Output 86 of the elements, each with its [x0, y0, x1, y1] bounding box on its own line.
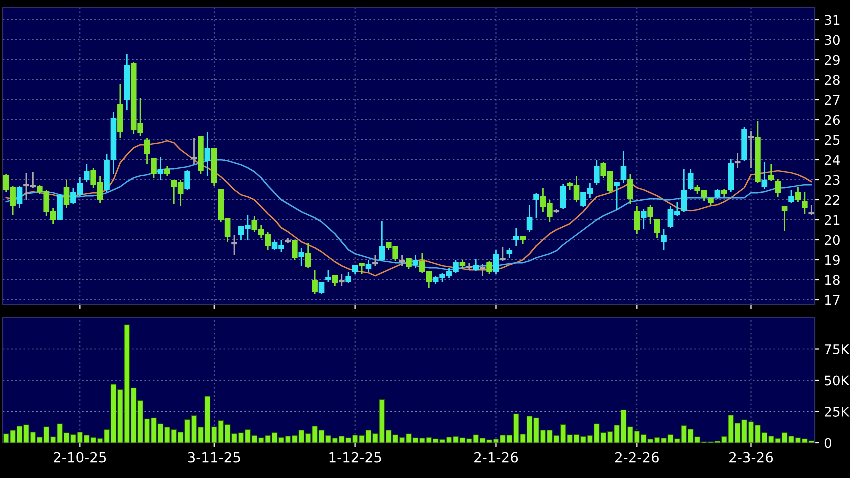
candlestick	[493, 249, 500, 275]
candlestick	[640, 208, 647, 230]
candlestick	[513, 227, 520, 247]
candlestick	[634, 205, 640, 235]
y-tick-label: 23	[824, 175, 840, 186]
candlestick	[473, 258, 480, 272]
y-tick-label: 21	[824, 215, 840, 226]
candlestick	[326, 269, 332, 283]
y-tick-label: 25K	[824, 406, 850, 417]
candlestick	[158, 156, 164, 181]
y-tick-label: 75K	[825, 344, 850, 354]
candlestick	[486, 260, 492, 275]
candlestick	[346, 271, 352, 284]
candlestick	[298, 247, 305, 267]
candlestick	[164, 165, 170, 177]
candlestick	[560, 183, 566, 210]
candlestick	[16, 185, 23, 209]
candlestick	[151, 157, 157, 179]
y-tick-label: 25	[824, 135, 840, 146]
y-tick-label: 24	[824, 155, 840, 166]
candlestick	[526, 204, 533, 233]
candlestick	[782, 205, 788, 232]
x-tick-label: 2-2-26	[616, 452, 659, 463]
candlestick	[714, 188, 721, 200]
candlestick	[332, 274, 338, 287]
candlestick	[372, 254, 378, 267]
candlestick	[366, 259, 372, 273]
candlestick	[305, 242, 312, 269]
y-tick-label: 26	[824, 115, 840, 126]
candlestick	[775, 178, 781, 198]
candlestick	[594, 159, 600, 186]
y-tick-label: 0	[824, 438, 832, 448]
candlestick	[480, 263, 486, 277]
candlestick	[232, 234, 238, 256]
y-tick-label: 29	[824, 55, 840, 66]
candlestick	[795, 186, 802, 203]
candlestick	[338, 273, 345, 287]
candlestick	[312, 269, 318, 295]
y-tick-label: 31	[825, 15, 840, 26]
candlestick	[628, 173, 634, 205]
candlestick	[648, 204, 654, 225]
y-tick-label: 18	[825, 275, 840, 286]
candlestick	[57, 193, 63, 221]
candlestick	[768, 163, 774, 182]
y-tick-label: 22	[824, 195, 840, 206]
candlestick	[500, 246, 506, 262]
candlestick	[84, 163, 90, 183]
candlestick	[359, 262, 365, 275]
candlestick	[620, 150, 627, 184]
candlestick	[204, 131, 211, 177]
candlestick	[506, 247, 513, 259]
candlestick	[788, 189, 794, 204]
line-series	[6, 140, 812, 277]
candlestick	[762, 161, 768, 190]
candlestick	[379, 220, 386, 262]
candlestick	[734, 152, 741, 169]
candlestick	[688, 168, 694, 191]
candlestick	[802, 191, 808, 215]
candlestick	[661, 228, 667, 251]
y-tick-label: 28	[824, 75, 840, 86]
x-tick-label: 3-11-25	[188, 452, 240, 463]
candlestick	[292, 239, 298, 261]
candlestick	[64, 179, 70, 209]
y-tick-label: 17	[825, 295, 840, 306]
candlestick	[534, 192, 540, 219]
candlestick	[184, 169, 190, 191]
candlestick	[406, 257, 412, 270]
x-tick-label: 2-3-26	[730, 452, 774, 463]
candlestick	[681, 168, 688, 213]
y-tick-label: 27	[824, 95, 840, 106]
candlestick	[191, 137, 198, 165]
y-tick-label: 20	[824, 235, 840, 246]
candlestick	[412, 254, 419, 269]
candlestick	[399, 254, 406, 267]
y-tick-label: 50K	[825, 376, 850, 386]
candlestick	[748, 130, 754, 169]
candlestick	[144, 137, 150, 165]
x-tick-label: 2-10-25	[54, 452, 106, 463]
candlestick	[318, 281, 325, 295]
y-tick-label: 19	[825, 255, 840, 266]
y-tick-label: 30	[825, 35, 840, 46]
candlestick	[808, 204, 815, 216]
x-tick-label: 2-1-26	[474, 452, 518, 463]
candlestick	[654, 218, 660, 239]
x-tick-label: 1-12-25	[330, 452, 382, 463]
candlestick	[614, 181, 620, 211]
